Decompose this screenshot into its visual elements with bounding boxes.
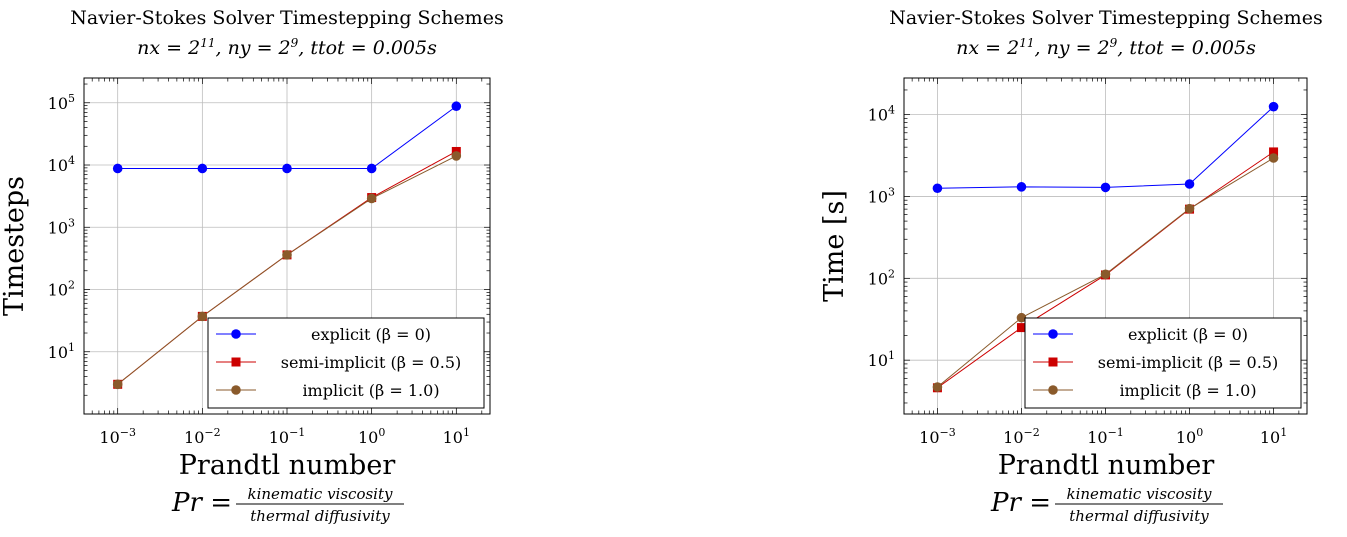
y-tick-label: 103	[868, 185, 895, 206]
legend: explicit (β = 0) semi-implicit (β = 0.5) i…	[1024, 317, 1302, 409]
minor-ticks	[903, 78, 1307, 414]
legend-label: semi-implicit (β = 0.5)	[1098, 353, 1279, 372]
x-tick-label: 10−3	[919, 426, 956, 447]
data-point	[451, 101, 462, 112]
formula-denominator: thermal diffusivity	[1069, 507, 1209, 525]
x-tick-label: 10−2	[1003, 426, 1040, 447]
prandtl-formula: Pr = kinematic viscosity thermal diffusivi…	[171, 485, 404, 525]
legend-entry: explicit (β = 0)	[216, 325, 431, 344]
data-point	[1184, 203, 1195, 214]
legend-entry: semi-implicit (β = 0.5)	[1033, 353, 1278, 372]
data-point	[1100, 269, 1111, 280]
series-1	[112, 101, 462, 174]
data-point	[1100, 182, 1111, 193]
legend-entry: explicit (β = 0)	[1033, 325, 1248, 344]
chart-2: Navier-Stokes Solver Timestepping Scheme…	[819, 7, 1323, 525]
legend-entry: semi-implicit (β = 0.5)	[216, 353, 461, 372]
legend: explicit (β = 0) semi-implicit (β = 0.5) i…	[207, 317, 485, 409]
x-tick-label: 100	[358, 426, 385, 447]
x-tick-label: 100	[1176, 426, 1203, 447]
chart-title: Navier-Stokes Solver Timestepping Scheme…	[889, 7, 1322, 29]
prandtl-formula: Pr = kinematic viscosity thermal diffusivi…	[990, 485, 1223, 525]
data-point	[1184, 179, 1195, 189]
y-tick-label: 104	[48, 154, 75, 175]
formula-denominator: thermal diffusivity	[250, 507, 390, 525]
data-point	[1269, 147, 1279, 157]
data-point	[197, 163, 208, 174]
data-point	[1268, 153, 1279, 163]
x-tick-label: 10−1	[1087, 426, 1124, 447]
y-tick-label: 101	[868, 349, 895, 370]
data-point	[112, 163, 123, 174]
x-tick-label: 10−2	[184, 426, 221, 447]
chart-subtitle: nx = 211, ny = 29, ttot = 0.005s	[137, 36, 437, 59]
y-tick-label: 103	[48, 216, 75, 237]
formula-lhs: Pr =	[171, 488, 232, 518]
x-tick-label: 101	[443, 426, 470, 447]
legend-marker	[1048, 329, 1058, 339]
legend-marker	[1048, 385, 1058, 395]
x-tick-label: 10−1	[269, 426, 306, 447]
data-point	[932, 183, 943, 194]
chart-1: Navier-Stokes Solver Timestepping Scheme…	[0, 7, 504, 525]
y-axis-label: Time [s]	[819, 190, 850, 302]
legend-label: implicit (β = 1.0)	[302, 381, 439, 400]
data-point	[1016, 312, 1027, 323]
data-point	[932, 382, 943, 392]
legend-entry: implicit (β = 1.0)	[216, 381, 440, 400]
x-tick-label: 101	[1260, 426, 1287, 447]
y-tick-label: 102	[48, 279, 75, 300]
legend-label: semi-implicit (β = 0.5)	[281, 353, 462, 372]
legend-box	[1024, 317, 1302, 409]
formula-numerator: kinematic viscosity	[248, 485, 394, 503]
y-tick-label: 104	[868, 104, 895, 125]
formula-numerator: kinematic viscosity	[1067, 485, 1213, 503]
y-tick-label: 101	[48, 341, 75, 362]
legend-label: implicit (β = 1.0)	[1119, 381, 1256, 400]
chart-title: Navier-Stokes Solver Timestepping Scheme…	[70, 7, 503, 29]
data-point	[366, 193, 377, 204]
x-tick-label: 10−3	[99, 426, 136, 447]
plot-frame	[83, 77, 491, 415]
legend-entry: implicit (β = 1.0)	[1033, 381, 1257, 400]
formula-lhs: Pr =	[990, 488, 1051, 518]
y-axis-label: Timesteps	[0, 176, 30, 316]
series-1	[932, 101, 1279, 194]
legend-marker	[231, 357, 241, 367]
y-tick-label: 102	[868, 267, 895, 288]
data-point	[282, 250, 292, 260]
x-axis-label: Prandtl number	[998, 450, 1215, 481]
legend-marker	[1048, 357, 1058, 367]
data-point	[1268, 101, 1279, 112]
data-point	[451, 151, 462, 161]
data-point	[366, 163, 377, 174]
legend-box	[207, 317, 485, 409]
x-axis-label: Prandtl number	[179, 450, 396, 481]
legend-label: explicit (β = 0)	[1128, 325, 1248, 344]
legend-marker	[231, 385, 241, 395]
data-point	[1016, 182, 1027, 192]
legend-label: explicit (β = 0)	[311, 325, 431, 344]
data-point	[1016, 323, 1026, 333]
minor-ticks	[83, 78, 490, 415]
data-point	[197, 311, 208, 322]
legend-marker	[231, 329, 241, 339]
data-point	[282, 163, 292, 174]
series-3	[932, 153, 1279, 392]
chart-subtitle: nx = 211, ny = 29, ttot = 0.005s	[956, 36, 1256, 59]
series-3	[112, 151, 462, 390]
y-tick-label: 105	[48, 92, 75, 113]
plot-frame	[903, 77, 1308, 415]
data-point	[112, 379, 123, 390]
